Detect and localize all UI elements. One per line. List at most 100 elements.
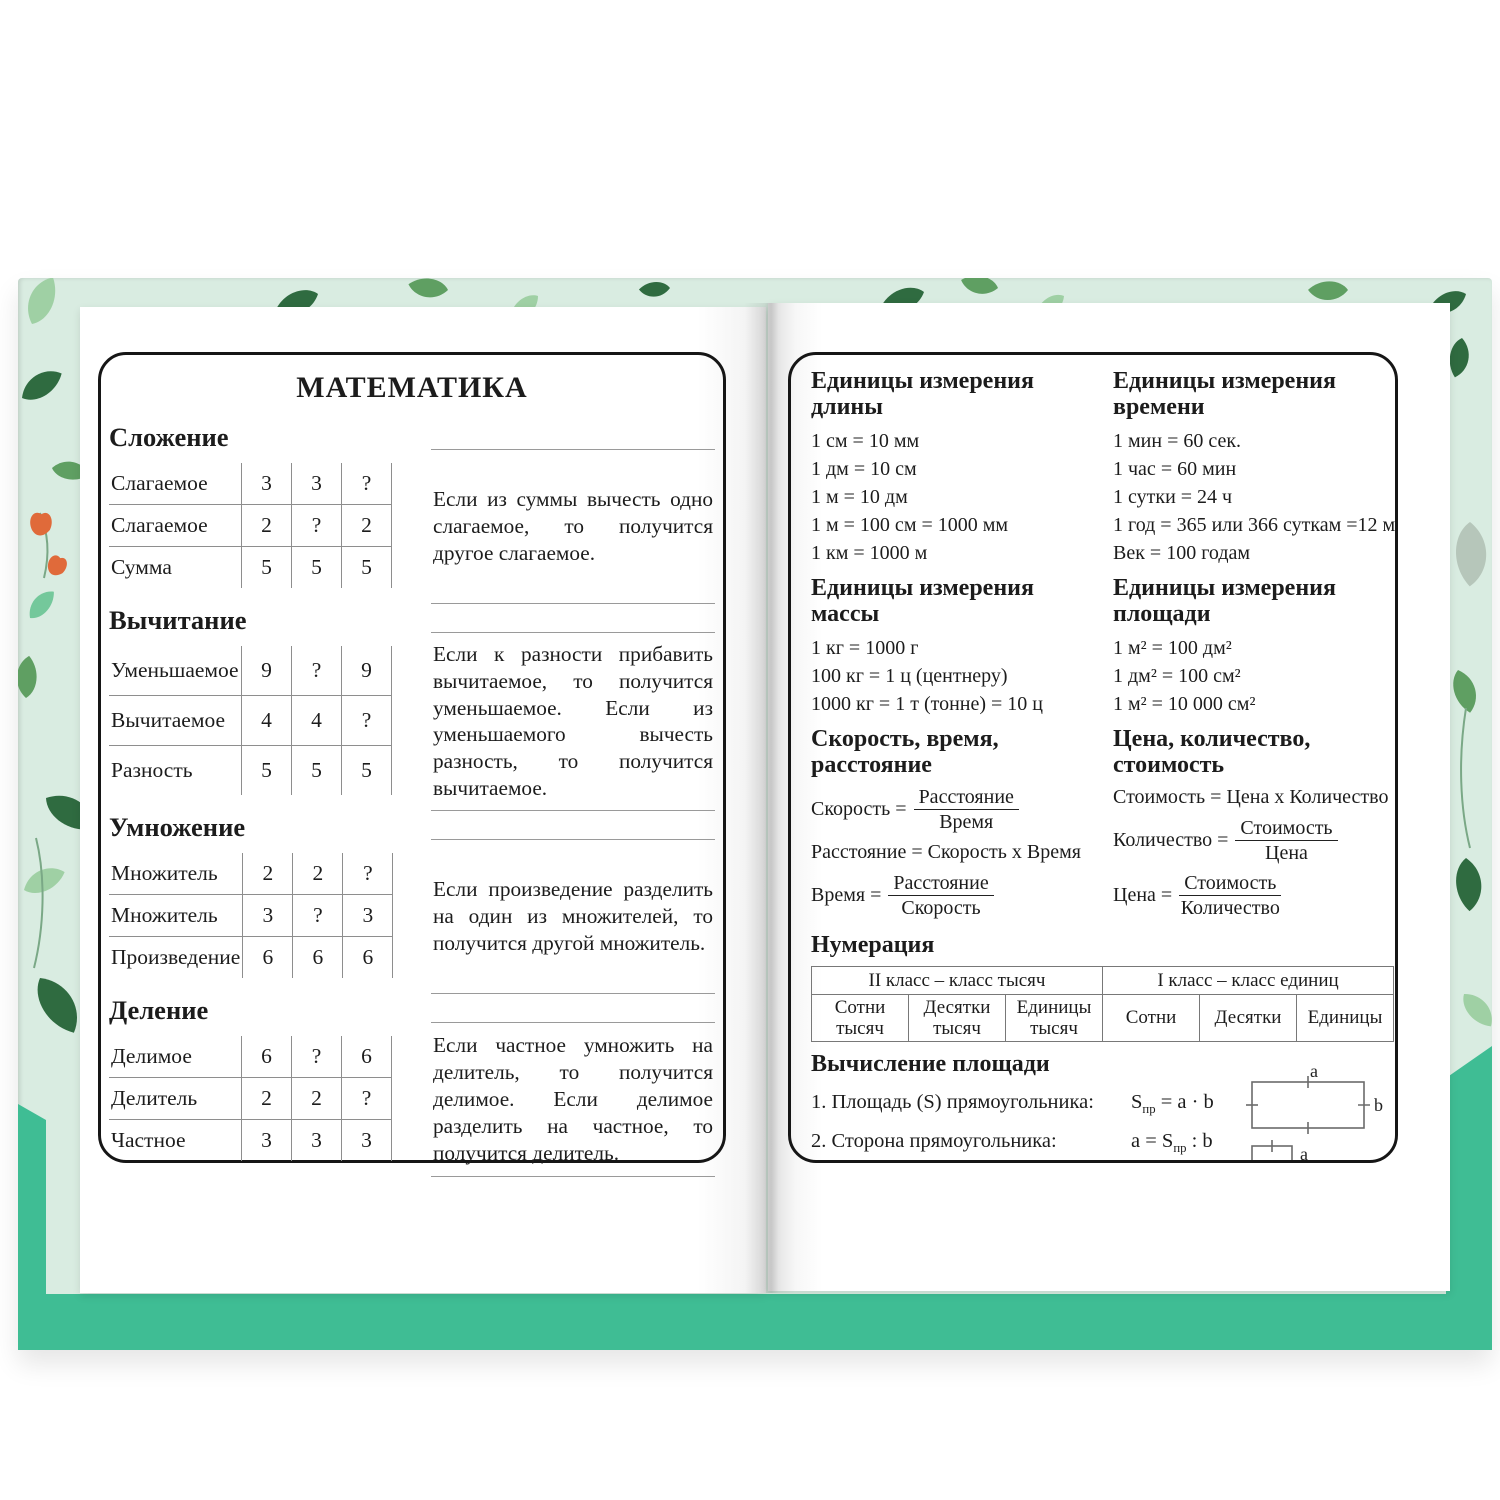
unit-line: 1 м = 10 дм [811, 486, 908, 508]
table-row: Делимое 6 ? 6 [109, 1035, 392, 1078]
table-cell: ? [341, 1076, 392, 1120]
table-row: II класс – класс тысяч I класс – класс е… [811, 965, 1394, 995]
table-row: Множитель 2 2 ? [109, 852, 394, 895]
formula-lhs: Время = [811, 884, 882, 906]
table-row: Частное 3 3 3 [109, 1118, 392, 1161]
unit-line: 1 кг = 1000 г [811, 637, 919, 659]
row-label: Разность [109, 744, 242, 795]
unit-line: 1 м² = 100 дм² [1113, 637, 1232, 659]
unit-line: 1 см = 10 мм [811, 430, 920, 452]
row-label: Множитель [109, 893, 243, 937]
table-cell: 2 [241, 504, 292, 547]
formula-lhs: Количество = [1113, 829, 1229, 851]
page-title: МАТЕМАТИКА [296, 371, 528, 404]
table-cell: ? [342, 852, 394, 895]
right-page-frame: Единицы измерения длины 1 см = 10 мм 1 д… [788, 352, 1398, 1163]
fraction: Стоимость Количество [1179, 872, 1282, 919]
row-label: Вычитаемое [109, 694, 242, 746]
unit-line: 1000 кг = 1 т (тонне) = 10 ц [811, 693, 1044, 715]
table-cell: 3 [291, 463, 342, 505]
table-cell: 9 [241, 646, 292, 696]
table-cell: 5 [241, 546, 292, 588]
table-cell: 2 [242, 852, 293, 895]
rule-note: Если к разности прибавить вычитаемое, то… [431, 632, 715, 811]
fraction: Расстояние Скорость [888, 872, 994, 919]
table-cell: 9 [341, 646, 392, 696]
cover-leaf-pattern [18, 278, 1492, 1350]
table-cell: ? [291, 504, 342, 547]
cover-bottom-band [18, 1294, 1492, 1350]
section-multiplication: Умножение Множитель 2 2 ? Множи [109, 811, 715, 994]
section-heading: Умножение [109, 811, 246, 842]
right-page: Единицы измерения длины 1 см = 10 мм 1 д… [768, 303, 1450, 1291]
rect-side-a-label: a [1310, 1066, 1318, 1081]
table-row: Уменьшаемое 9 ? 9 [109, 646, 392, 696]
table-cell: 5 [291, 546, 342, 588]
unit-line: Век = 100 годам [1113, 542, 1251, 564]
table-cell: Десятки тысяч [908, 993, 1006, 1043]
table-cell: 5 [291, 744, 342, 795]
numeration-table: II класс – класс тысяч I класс – класс е… [811, 965, 1394, 1043]
class-units-header: I класс – класс единиц [1102, 965, 1394, 995]
section-subtraction: Вычитание Уменьшаемое 9 ? 9 Выч [109, 605, 715, 811]
table-cell: 3 [341, 1118, 392, 1161]
rule-note: Если из суммы вычесть одно слагаемое, то… [431, 449, 715, 604]
section-addition: Сложение Слагаемое 3 3 ? Слагае [109, 422, 715, 604]
cover-left-teal [18, 1104, 46, 1350]
unit-line: 100 кг = 1 ц (центнеру) [811, 665, 1008, 687]
table-cell: 2 [341, 504, 392, 547]
table-cell: 5 [341, 546, 392, 588]
class-thousands-header: II класс – класс тысяч [811, 965, 1103, 995]
unit-line: 1 мин = 60 сек. [1113, 430, 1242, 452]
section-heading: Сложение [109, 422, 229, 452]
section-heading: Единицы измерения площади [1113, 575, 1336, 627]
rectangle-diagram [1251, 1081, 1366, 1130]
rule-note: Если произведение разделить на один из м… [431, 838, 715, 994]
table-row: Сумма 5 5 5 [109, 546, 392, 588]
unit-line: 1 м² = 10 000 см² [1113, 693, 1256, 715]
row-label: Уменьшаемое [111, 657, 239, 682]
formula-distance: Расстояние = Скорость x Время [811, 841, 1081, 863]
formula-quantity: Количество = Стоимость Цена [1113, 817, 1395, 864]
table-cell: 3 [242, 893, 293, 937]
section-numeration: Нумерация II класс – класс тысяч I класс… [811, 927, 1395, 1043]
area-item: 1. Площадь (S) прямоугольника: Sпр = a ·… [811, 1091, 1395, 1117]
table-row: Разность 5 5 5 [109, 744, 392, 795]
book-spine [744, 303, 796, 1293]
unit-line: 1 м = 100 см = 1000 мм [811, 514, 1009, 536]
section-division: Деление Делимое 6 ? 6 Делитель [109, 995, 715, 1177]
section-units-time: Единицы измерения времени 1 мин = 60 сек… [1113, 367, 1395, 567]
table-cell: ? [291, 646, 342, 696]
section-price-quantity-cost: Цена, количество, стоимость Стоимость = … [1113, 721, 1395, 927]
cover-right-teal [1446, 1046, 1492, 1350]
left-page: МАТЕМАТИКА Сложение Слагаемое 3 3 ? [80, 307, 766, 1293]
table-row: Делитель 2 2 ? [109, 1076, 392, 1120]
table-cell: 6 [341, 1035, 392, 1078]
table-cell: 6 [342, 935, 394, 978]
table-cell: 6 [292, 935, 343, 978]
table-cell: 2 [292, 852, 343, 895]
section-heading: Цена, количество, стоимость [1113, 726, 1311, 778]
row-label: Произведение [109, 935, 243, 978]
table-cell: 5 [341, 744, 392, 795]
table-cell: 3 [241, 463, 292, 505]
section-units-length: Единицы измерения длины 1 см = 10 мм 1 д… [811, 367, 1099, 567]
area-diagrams: a b a [1246, 1066, 1383, 1160]
table-row: Вычитаемое 4 4 ? [109, 694, 392, 746]
section-area-calculation: Вычисление площади 1. Площадь (S) прямоу… [811, 1046, 1395, 1160]
fraction: Стоимость Цена [1235, 817, 1338, 864]
section-heading: Нумерация [811, 932, 935, 958]
formula-lhs: Скорость = [811, 798, 907, 820]
row-label: Слагаемое [111, 471, 208, 495]
table-cell: 3 [291, 1118, 342, 1161]
multiplication-table: Множитель 2 2 ? Множитель 3 ? 3 [109, 852, 394, 978]
area-item-formula: a = Sпр : b [1131, 1129, 1213, 1155]
table-cell: ? [341, 463, 392, 505]
fraction: Расстояние Время [913, 786, 1019, 833]
unit-line: 1 дм = 10 см [811, 458, 917, 480]
section-heading: Скорость, время, расстояние [811, 726, 999, 778]
table-cell: 6 [241, 1035, 292, 1078]
table-cell: 2 [241, 1076, 292, 1120]
table-cell: Единицы тысяч [1005, 993, 1103, 1043]
table-cell: Сотни тысяч [811, 993, 909, 1043]
